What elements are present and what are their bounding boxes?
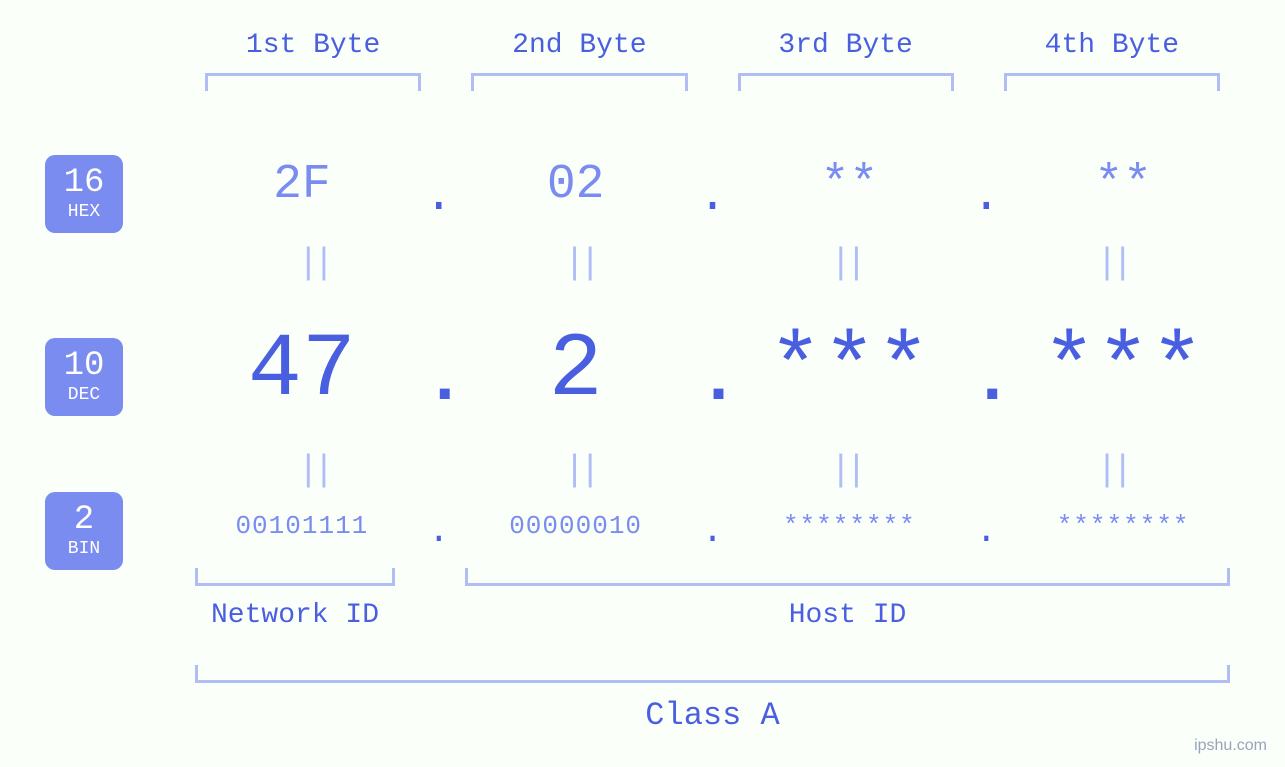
- byte-col-3: 3rd Byte: [713, 30, 979, 91]
- byte-col-2: 2nd Byte: [446, 30, 712, 91]
- hex-byte-2: 02: [454, 158, 698, 212]
- byte-label-2: 2nd Byte: [446, 30, 712, 61]
- dot-icon: .: [971, 511, 1001, 552]
- id-brackets: Network ID Host ID: [180, 568, 1245, 631]
- bracket-top-icon: [1004, 73, 1220, 91]
- base-badge-bin: 2 BIN: [45, 492, 123, 570]
- hex-byte-4: **: [1001, 158, 1245, 212]
- dec-byte-2: 2: [454, 320, 698, 422]
- dot-icon: .: [424, 342, 454, 421]
- equals-icon: ||: [713, 450, 979, 491]
- bin-byte-1: 00101111: [180, 511, 424, 541]
- bracket-bottom-icon: [195, 568, 395, 586]
- equals-icon: ||: [180, 243, 446, 284]
- base-name-bin: BIN: [68, 539, 100, 559]
- byte-label-4: 4th Byte: [979, 30, 1245, 61]
- base-badge-hex: 16 HEX: [45, 155, 123, 233]
- equals-icon: ||: [446, 243, 712, 284]
- host-id-group: Host ID: [450, 568, 1245, 631]
- dot-icon: .: [971, 342, 1001, 421]
- base-badge-dec: 10 DEC: [45, 338, 123, 416]
- equals-icon: ||: [180, 450, 446, 491]
- dot-icon: .: [971, 170, 1001, 224]
- dot-icon: .: [698, 170, 728, 224]
- dot-icon: .: [424, 170, 454, 224]
- equals-icon: ||: [979, 450, 1245, 491]
- bin-byte-4: ********: [1001, 511, 1245, 541]
- base-num-bin: 2: [74, 503, 94, 537]
- dec-byte-4: ***: [1001, 320, 1245, 422]
- equals-row-2: || || || ||: [180, 450, 1245, 491]
- network-id-group: Network ID: [180, 568, 410, 631]
- bracket-top-icon: [205, 73, 421, 91]
- hex-row: 2F . 02 . ** . **: [180, 158, 1245, 212]
- host-id-label: Host ID: [450, 600, 1245, 631]
- class-label: Class A: [180, 697, 1245, 734]
- bracket-top-icon: [471, 73, 687, 91]
- dot-icon: .: [698, 511, 728, 552]
- bracket-bottom-icon: [465, 568, 1230, 586]
- byte-headers: 1st Byte 2nd Byte 3rd Byte 4th Byte: [180, 30, 1245, 91]
- base-name-hex: HEX: [68, 202, 100, 222]
- byte-label-1: 1st Byte: [180, 30, 446, 61]
- byte-col-1: 1st Byte: [180, 30, 446, 91]
- base-num-dec: 10: [64, 349, 105, 383]
- watermark: ipshu.com: [1194, 737, 1267, 755]
- dot-icon: .: [424, 511, 454, 552]
- dot-icon: .: [698, 342, 728, 421]
- byte-label-3: 3rd Byte: [713, 30, 979, 61]
- base-num-hex: 16: [64, 166, 105, 200]
- equals-icon: ||: [713, 243, 979, 284]
- equals-icon: ||: [446, 450, 712, 491]
- bracket-bottom-icon: [195, 665, 1230, 683]
- dec-row: 47 . 2 . *** . ***: [180, 320, 1245, 422]
- base-name-dec: DEC: [68, 385, 100, 405]
- bin-byte-2: 00000010: [454, 511, 698, 541]
- equals-icon: ||: [979, 243, 1245, 284]
- hex-byte-3: **: [728, 158, 972, 212]
- bin-row: 00101111 . 00000010 . ******** . *******…: [180, 505, 1245, 546]
- equals-row-1: || || || ||: [180, 243, 1245, 284]
- bracket-top-icon: [738, 73, 954, 91]
- byte-col-4: 4th Byte: [979, 30, 1245, 91]
- class-group: Class A: [180, 665, 1245, 734]
- bin-byte-3: ********: [728, 511, 972, 541]
- dec-byte-1: 47: [180, 320, 424, 422]
- dec-byte-3: ***: [728, 320, 972, 422]
- hex-byte-1: 2F: [180, 158, 424, 212]
- network-id-label: Network ID: [180, 600, 410, 631]
